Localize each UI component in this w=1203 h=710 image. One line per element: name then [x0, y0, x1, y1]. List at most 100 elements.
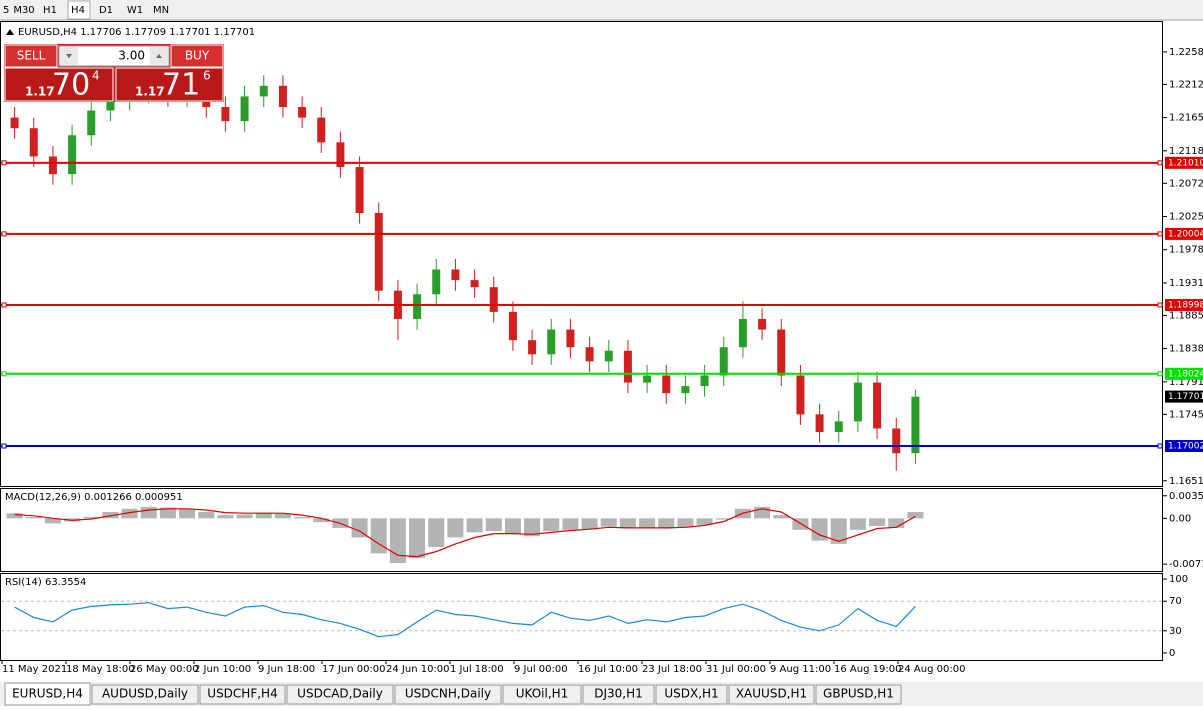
level-handle: [1157, 160, 1163, 166]
candle-body: [355, 167, 364, 213]
candle-body: [470, 280, 479, 288]
candle-body: [221, 107, 230, 122]
macd-bar: [198, 511, 215, 519]
tab[interactable]: [502, 684, 582, 705]
x-tick-label: 9 Jun 18:00: [258, 664, 315, 675]
trade-panel: SELL BUY 3.00 1.17 70 4 1.17 71 6: [4, 44, 224, 103]
sell-button[interactable]: [4, 44, 58, 68]
y-tick-label: 1.17450: [1169, 409, 1203, 420]
macd-bar: [294, 517, 311, 519]
macd-bar: [869, 518, 886, 526]
timeframe-button[interactable]: H4: [71, 5, 85, 16]
candle-body: [662, 375, 671, 394]
candle-body: [106, 99, 115, 111]
bid-point: 4: [92, 69, 100, 83]
tab[interactable]: [655, 684, 728, 705]
x-tick-label: 11 May 2021: [2, 664, 67, 675]
candle-body: [643, 375, 652, 383]
tab-label: USDCHF,H4: [207, 687, 277, 701]
rsi-pane: [0, 573, 1163, 661]
x-tick-label: 24 Aug 00:00: [898, 664, 965, 675]
macd-bar: [236, 514, 253, 519]
macd-bar: [25, 517, 42, 519]
candle-body: [585, 347, 594, 362]
y-tick-label: -0.00718: [1169, 559, 1203, 570]
macd-bar: [677, 518, 694, 528]
macd-bar: [102, 511, 119, 519]
macd-bar: [370, 518, 387, 554]
tab[interactable]: [91, 684, 199, 705]
buy-button[interactable]: [170, 44, 224, 68]
candle-body: [604, 350, 613, 362]
y-tick-label: 1.21650: [1169, 113, 1203, 124]
macd-bar: [140, 506, 157, 519]
y-tick-label: 0.00: [1169, 513, 1191, 524]
tab-label: EURUSD,H4: [12, 687, 83, 701]
x-tick-label: 26 May 00:00: [130, 664, 199, 675]
timeframe-button[interactable]: W1: [127, 5, 143, 16]
macd-bar: [409, 518, 426, 558]
candle-body: [623, 350, 632, 383]
level-label: 1.18998: [1168, 300, 1203, 310]
macd-bar: [696, 518, 713, 525]
tab[interactable]: [582, 684, 655, 705]
y-tick-label: 70: [1169, 596, 1182, 607]
macd-bar: [619, 518, 636, 529]
timeframe-button[interactable]: D1: [99, 5, 113, 16]
macd-bar: [830, 518, 847, 544]
x-tick-label: 17 Jun 00:00: [322, 664, 386, 675]
tab[interactable]: [394, 684, 502, 705]
ask-box[interactable]: [115, 67, 224, 102]
level-label: 1.17002: [1168, 441, 1203, 451]
candle-body: [796, 375, 805, 415]
x-tick-label: 1 Jul 18:00: [450, 664, 504, 675]
level-handle: [1157, 302, 1163, 308]
macd-bar: [754, 506, 771, 519]
ask-pips: 71: [162, 68, 200, 103]
candle-body: [719, 347, 728, 376]
macd-signal: [14, 508, 916, 558]
tab-label: XAUUSD,H1: [736, 687, 807, 701]
macd-bar: [543, 518, 560, 532]
tab-label: UKOil,H1: [516, 687, 569, 701]
y-tick-label: 1.22580: [1169, 47, 1203, 58]
buy-text: BUY: [185, 49, 210, 63]
tab[interactable]: [286, 684, 394, 705]
level-tag: [1165, 156, 1203, 169]
timeframe-button[interactable]: H1: [43, 5, 57, 16]
timeframe-button[interactable]: M30: [13, 5, 34, 16]
macd-bar: [466, 518, 483, 533]
macd-bar: [658, 518, 675, 529]
macd-bar: [428, 518, 445, 548]
candle-body: [892, 428, 901, 454]
x-tick-label: 31 Jul 00:00: [706, 664, 766, 675]
candle-body: [10, 117, 19, 129]
macd-bar: [255, 512, 272, 519]
timeframe-button[interactable]: MN: [153, 5, 169, 16]
macd-bar: [639, 518, 656, 528]
volume-box[interactable]: [58, 45, 170, 67]
ask-big: 1.17: [135, 85, 165, 99]
tab[interactable]: [199, 684, 286, 705]
bid-box[interactable]: [4, 67, 114, 102]
macd-bar: [121, 508, 138, 519]
y-tick-label: 1.19780: [1169, 245, 1203, 256]
x-tick-label: 23 Jul 18:00: [642, 664, 702, 675]
y-tick-label: 0: [1169, 648, 1175, 659]
tab-label: USDX,H1: [664, 687, 718, 701]
timeframe-button[interactable]: 5: [3, 5, 9, 16]
macd-bar: [351, 518, 368, 538]
macd-bar: [389, 518, 406, 563]
candle-body: [298, 107, 307, 118]
candle-body: [738, 318, 747, 348]
tab[interactable]: [815, 684, 902, 705]
tab[interactable]: [4, 682, 91, 706]
candle-body: [681, 386, 690, 394]
candle-body: [547, 329, 556, 355]
bid-pips: 70: [52, 68, 90, 103]
macd-label: MACD(12,26,9) 0.001266 0.000951: [5, 492, 183, 503]
tab[interactable]: [728, 684, 815, 705]
tab-label: GBPUSD,H1: [823, 687, 894, 701]
candle-body: [413, 294, 422, 319]
